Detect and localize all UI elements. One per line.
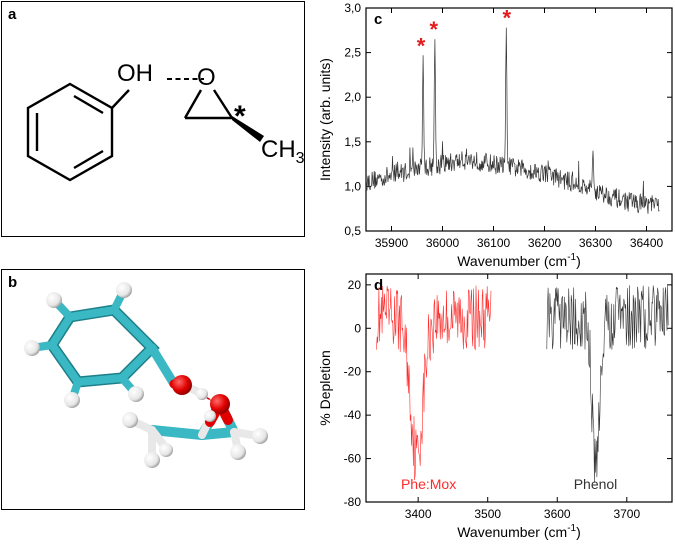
- wedge-bond: [232, 116, 264, 142]
- chart-d-ylabel: % Depletion: [317, 350, 333, 426]
- panel-d-label: d: [374, 277, 383, 294]
- chart-c-ytick-label: 3,0: [344, 1, 361, 15]
- stereocenter-star: *: [234, 100, 246, 133]
- chart-c-xtick-label: 36300: [579, 236, 613, 250]
- chart-d-ytick-label: -60: [344, 452, 362, 466]
- chart-c-xtick-label: 36200: [528, 236, 562, 250]
- chart-c-peak-marker: *: [417, 33, 426, 58]
- epoxide-oxygen-atom: [210, 394, 230, 414]
- chart-d-frame: [365, 273, 673, 503]
- chart-c-ytick-label: 1,5: [344, 135, 361, 149]
- chart-d-ytick-label: -20: [344, 365, 362, 379]
- epoxide-bond-o-left: [183, 89, 203, 119]
- chart-d-series-label: Phenol: [574, 476, 618, 492]
- chart-c-frame: [365, 7, 673, 232]
- chart-c-xtick-label: 36400: [630, 236, 664, 250]
- chart-d-xtick-label: 3600: [544, 507, 571, 521]
- panel-b: b: [1, 269, 305, 510]
- chart-c-ytick-label: 1,0: [344, 179, 361, 193]
- chart-c-ytick-label: 2,5: [344, 46, 361, 60]
- chart-c-ytick-label: 2,0: [344, 90, 361, 104]
- chart-d-ytick-label: -80: [344, 495, 362, 509]
- epoxide-bond-o-right: [212, 89, 234, 119]
- chart-d-xlabel: Wavenumber (cm-1): [457, 523, 581, 540]
- chart-d-plot-area: 3400 3500 3600 3700 20 0 -20 -40 -60 -80 Wavenumbe…: [317, 273, 673, 540]
- chart-c-peak-marker: *: [502, 6, 511, 31]
- chart-d-ytick-label: 0: [354, 321, 361, 335]
- o-label: O: [197, 64, 216, 91]
- chart-d-series-label: Phe:Mox: [401, 476, 456, 492]
- ch3-label: CH3: [261, 136, 305, 167]
- phenol-oxygen-atom: [172, 375, 192, 395]
- chart-c-ylabel: Intensity (arb. units): [317, 58, 333, 181]
- chart-d-ytick-label: 20: [348, 278, 362, 292]
- chart-c-intensity-spectrum: 35900 36000 36100 36200 36300 36400 0,5 1,0 1,5 2…: [317, 1, 673, 269]
- chart-c-plot-area: 35900 36000 36100 36200 36300 36400 0,5 1,0 1,5 2…: [317, 1, 673, 269]
- chart-d-xtick-label: 3500: [474, 507, 501, 521]
- chart-d-ytick-label: -40: [344, 408, 362, 422]
- chart-d-series-line-1: [546, 285, 669, 483]
- oh-label: OH: [117, 60, 153, 87]
- chart-d-xtick-label: 3400: [405, 507, 432, 521]
- chart-d-series-line-0: [376, 285, 492, 481]
- c-o-bond: [111, 89, 130, 109]
- panel-c-label: c: [374, 11, 382, 28]
- chart-c-series-line: [365, 27, 660, 214]
- phenol-methyloxirane-structure: [26, 78, 264, 182]
- panel-a: a OH O * CH3: [1, 1, 305, 237]
- chart-c-xtick-label: 35900: [375, 236, 409, 250]
- hydrogen-atoms: [24, 282, 268, 468]
- chart-c-xlabel: Wavenumber (cm-1): [457, 252, 581, 269]
- benzene-double-bond-2: [73, 149, 104, 170]
- chart-c-xtick-label: 36100: [477, 236, 511, 250]
- chart-d-depletion-spectrum: 3400 3500 3600 3700 20 0 -20 -40 -60 -80 Wavenumbe…: [317, 273, 673, 540]
- benzene-double-bond-1: [73, 94, 104, 115]
- chart-c-ytick-label: 0,5: [344, 224, 361, 238]
- chart-c-xtick-label: 36000: [426, 236, 460, 250]
- panel-a-label: a: [8, 6, 17, 23]
- chart-c-peak-marker: *: [430, 17, 439, 42]
- chart-d-xtick-label: 3700: [613, 507, 640, 521]
- benzene-ring: [26, 82, 114, 182]
- molecular-model: [24, 282, 268, 468]
- phenol-co-stick: [147, 343, 179, 389]
- panel-b-label: b: [8, 274, 18, 291]
